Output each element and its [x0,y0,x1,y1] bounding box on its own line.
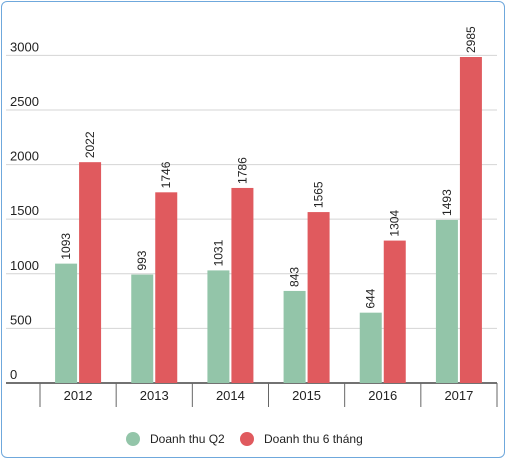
legend-label-q2: Doanh thu Q2 [150,432,225,446]
bar-6-thang-2015 [307,212,330,383]
y-tick-label-1500: 1500 [10,203,39,218]
x-tick-label-2014: 2014 [216,388,245,403]
y-tick-label-2000: 2000 [10,149,39,164]
data-label-6-thang-2014: 1786 [235,157,249,184]
x-tick-label-2015: 2015 [292,388,321,403]
bar-q2-2014 [207,270,230,383]
y-tick-label-500: 500 [10,312,32,327]
data-label-6-thang-2012: 2022 [83,131,97,158]
bar-q2-2017 [435,219,458,383]
bar-6-thang-2014 [231,187,254,383]
bar-6-thang-2012 [79,162,102,383]
bar-6-thang-2013 [155,192,178,383]
data-label-q2-2016: 644 [364,288,378,308]
y-tick-label-3000: 3000 [10,39,39,54]
x-tick-label-2017: 2017 [444,388,473,403]
data-label-6-thang-2017: 2985 [464,26,478,53]
legend-swatch-6-thang [240,432,254,446]
data-label-q2-2017: 1493 [440,189,454,216]
x-tick-label-2013: 2013 [140,388,169,403]
x-tick-label-2012: 2012 [64,388,93,403]
data-label-q2-2013: 993 [135,250,149,270]
data-label-6-thang-2013: 1746 [159,161,173,188]
bar-6-thang-2016 [383,240,406,383]
bar-6-thang-2017 [459,57,482,383]
data-label-6-thang-2016: 1304 [388,210,402,237]
data-label-6-thang-2015: 1565 [312,181,326,208]
y-tick-label-2500: 2500 [10,94,39,109]
bar-q2-2016 [359,312,382,383]
y-tick-label-0: 0 [10,367,17,382]
data-label-q2-2012: 1093 [59,233,73,260]
y-tick-label-1000: 1000 [10,258,39,273]
data-label-q2-2015: 843 [288,267,302,287]
bar-q2-2012 [55,263,78,383]
bar-q2-2013 [131,274,154,383]
data-label-q2-2014: 1031 [211,239,225,266]
legend-swatch-q2 [126,432,140,446]
bar-q2-2015 [283,290,306,383]
x-tick-label-2016: 2016 [368,388,397,403]
legend-label-6-thang: Doanh thu 6 tháng [264,432,363,446]
